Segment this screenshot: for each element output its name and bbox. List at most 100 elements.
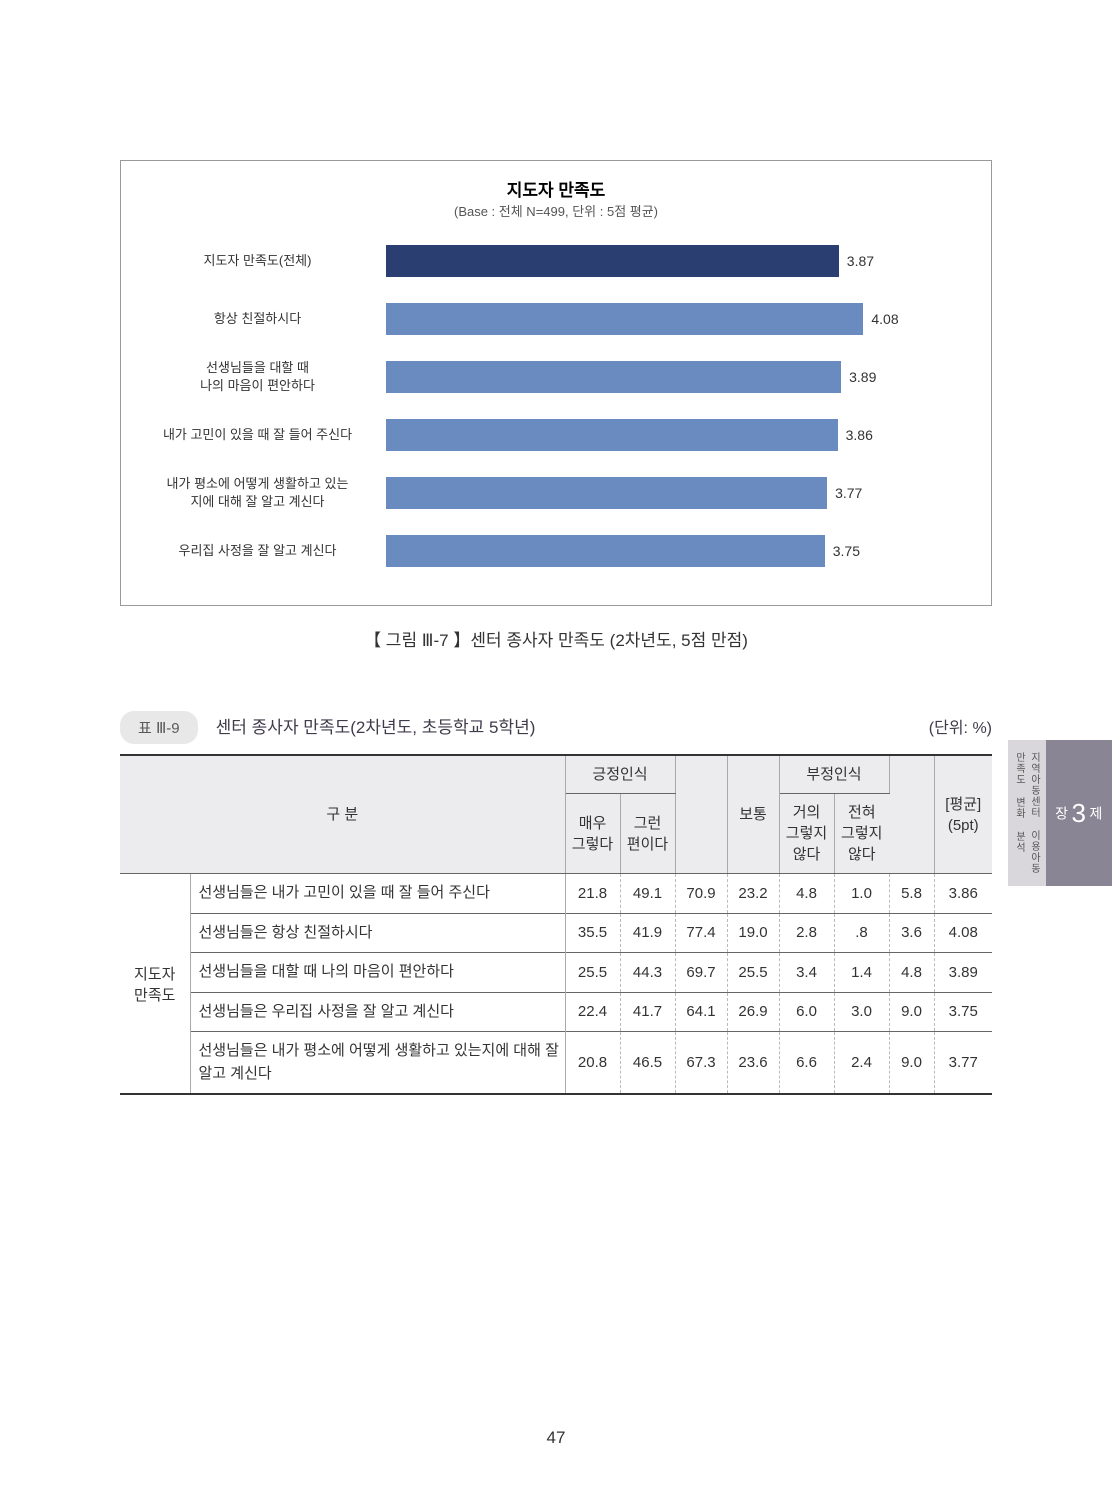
chart-bar-label: 지도자 만족도(전체) [141,252,386,270]
chart-bar [386,361,841,393]
side-tab-top: 제 [1086,806,1106,820]
th-category: 구 분 [120,755,565,874]
chart-row: 우리집 사정을 잘 알고 계신다 3.75 [141,522,971,580]
table-cell: 3.86 [934,874,992,914]
th-very: 매우 그렇다 [565,794,620,874]
chart-bar-value: 3.75 [833,543,860,559]
data-table: 구 분 긍정인식 보통 부정인식 [평균] (5pt) 매우 그렇다 그런 편이… [120,754,992,1095]
table-cell: 9.0 [889,1032,934,1095]
table-cell: 5.8 [889,874,934,914]
table-cell: 67.3 [675,1032,727,1095]
table-number-tag: 표 Ⅲ-9 [120,711,198,744]
table-cell: 3.6 [889,913,934,953]
chart-bar-label: 항상 친절하시다 [141,310,386,328]
table-title: 센터 종사자 만족도(2차년도, 초등학교 5학년) [216,713,929,738]
table-cell: 3.89 [934,953,992,993]
table-cell: 23.2 [727,874,779,914]
table-cell: 1.4 [834,953,889,993]
chart-bar-label: 우리집 사정을 잘 알고 계신다 [141,542,386,560]
chart-bar-value: 3.87 [847,253,874,269]
chart-row: 항상 친절하시다 4.08 [141,290,971,348]
th-neg-somewhat: 거의 그렇지 않다 [779,794,834,874]
table-heading-row: 표 Ⅲ-9 센터 종사자 만족도(2차년도, 초등학교 5학년) (단위: %) [120,711,992,744]
table-cell: 20.8 [565,1032,620,1095]
chart-bar-value: 3.89 [849,369,876,385]
table-row-label: 선생님들은 항상 친절하시다 [190,913,565,953]
chart-bar-track: 4.08 [386,290,971,348]
chart-bar [386,303,863,335]
table-cell: 41.9 [620,913,675,953]
chart-bar-track: 3.75 [386,522,971,580]
table-cell: 6.0 [779,992,834,1032]
chart-row: 지도자 만족도(전체) 3.87 [141,232,971,290]
table-cell: 9.0 [889,992,934,1032]
chart-row: 선생님들을 대할 때 나의 마음이 편안하다 3.89 [141,348,971,406]
side-tab-number: 3 [1072,800,1086,826]
chart-subtitle: (Base : 전체 N=499, 단위 : 5점 평균) [141,201,971,220]
table-row-label: 선생님들을 대할 때 나의 마음이 편안하다 [190,953,565,993]
table-cell: 41.7 [620,992,675,1032]
table-cell: 3.0 [834,992,889,1032]
chart-bar-track: 3.86 [386,406,971,464]
side-tab-chapter: 제 3 장 [1046,740,1112,886]
table-cell: 46.5 [620,1032,675,1095]
th-avg: [평균] (5pt) [934,755,992,874]
table-cell: 3.75 [934,992,992,1032]
chart-bar-value: 4.08 [871,311,898,327]
chart-bar-value: 3.86 [846,427,873,443]
side-tab-bottom: 장 [1052,806,1072,820]
table-row-label: 선생님들은 내가 고민이 있을 때 잘 들어 주신다 [190,874,565,914]
chart-bar-label: 내가 고민이 있을 때 잘 들어 주신다 [141,426,386,444]
chart-bar-track: 3.77 [386,464,971,522]
table-row: 선생님들은 내가 평소에 어떻게 생활하고 있는지에 대해 잘 알고 계신다20… [120,1032,992,1095]
table-unit: (단위: %) [929,714,992,738]
table-cell: 4.08 [934,913,992,953]
side-tab-subtitle: 지역아동센터 이용아동 만족도 변화 분석 [1008,740,1046,886]
table-row-label: 선생님들은 우리집 사정을 잘 알고 계신다 [190,992,565,1032]
chart-bar-label: 내가 평소에 어떻게 생활하고 있는 지에 대해 잘 알고 계신다 [141,475,386,510]
table-cell: 26.9 [727,992,779,1032]
chart-row: 내가 고민이 있을 때 잘 들어 주신다 3.86 [141,406,971,464]
table-cell: .8 [834,913,889,953]
page-number: 47 [0,1428,1112,1448]
table-cell: 23.6 [727,1032,779,1095]
table-cell: 4.8 [779,874,834,914]
table-row: 선생님들은 우리집 사정을 잘 알고 계신다22.441.764.126.96.… [120,992,992,1032]
chart-bar [386,419,838,451]
table-cell: 22.4 [565,992,620,1032]
chart-bars-area: 지도자 만족도(전체) 3.87 항상 친절하시다 4.08 선생님들을 대할 때 나의… [141,232,971,580]
table-cell: 25.5 [565,953,620,993]
table-row: 지도자 만족도선생님들은 내가 고민이 있을 때 잘 들어 주신다21.849.… [120,874,992,914]
chart-bar-value: 3.77 [835,485,862,501]
table-cell: 6.6 [779,1032,834,1095]
table-category-cell: 지도자 만족도 [120,874,190,1095]
table-cell: 69.7 [675,953,727,993]
th-pos-sum [675,755,727,874]
figure-caption: 【 그림 Ⅲ-7 】센터 종사자 만족도 (2차년도, 5점 만점) [120,626,992,651]
th-neg-very: 전혀 그렇지 않다 [834,794,889,874]
table-cell: 70.9 [675,874,727,914]
th-somewhat: 그런 편이다 [620,794,675,874]
table-row-label: 선생님들은 내가 평소에 어떻게 생활하고 있는지에 대해 잘 알고 계신다 [190,1032,565,1095]
chart-bar-track: 3.87 [386,232,971,290]
chapter-side-tab: 지역아동센터 이용아동 만족도 변화 분석 제 3 장 [1008,740,1112,886]
table-row: 선생님들을 대할 때 나의 마음이 편안하다25.544.369.725.53.… [120,953,992,993]
table-cell: 4.8 [889,953,934,993]
table-cell: 19.0 [727,913,779,953]
table-cell: 44.3 [620,953,675,993]
table-cell: 49.1 [620,874,675,914]
th-positive-group: 긍정인식 [565,755,675,794]
chart-bar [386,245,839,277]
th-neg-sum [889,755,934,874]
table-cell: 21.8 [565,874,620,914]
chart-bar-label: 선생님들을 대할 때 나의 마음이 편안하다 [141,359,386,394]
table-cell: 77.4 [675,913,727,953]
table-cell: 3.4 [779,953,834,993]
table-row: 선생님들은 항상 친절하시다35.541.977.419.02.8.83.64.… [120,913,992,953]
table-cell: 1.0 [834,874,889,914]
chart-row: 내가 평소에 어떻게 생활하고 있는 지에 대해 잘 알고 계신다 3.77 [141,464,971,522]
chart-title: 지도자 만족도 [141,176,971,201]
th-negative-group: 부정인식 [779,755,889,794]
table-cell: 2.8 [779,913,834,953]
chart-bar [386,535,825,567]
